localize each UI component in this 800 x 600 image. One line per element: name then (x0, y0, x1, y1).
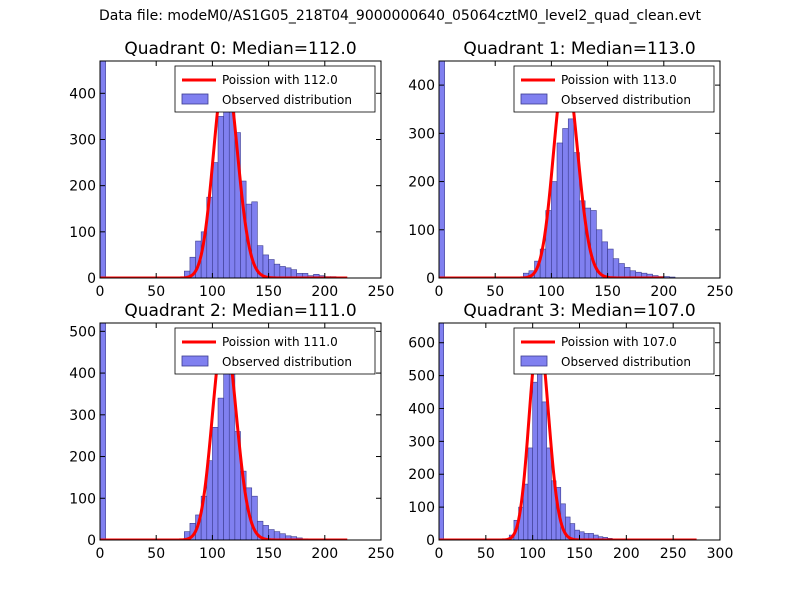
histogram-bar (537, 365, 543, 540)
legend-box (513, 65, 715, 113)
x-tick-label: 150 (255, 546, 282, 562)
legend-label-poisson: Poission with 112.0 (222, 73, 338, 87)
histogram-bar (439, 323, 444, 540)
x-tick-label: 100 (199, 284, 226, 300)
x-tick-label: 0 (435, 284, 444, 300)
chart-title: Quadrant 2: Median=111.0 (124, 301, 356, 321)
histogram-bar (532, 381, 538, 540)
x-tick-label: 150 (255, 284, 282, 300)
x-tick-label: 100 (538, 284, 565, 300)
y-tick-label: 400 (69, 86, 96, 102)
chart-title: Quadrant 1: Median=113.0 (463, 39, 695, 59)
plot-data-group (439, 61, 676, 278)
histogram-bar (527, 447, 533, 540)
y-tick-label: 300 (408, 126, 435, 142)
y-tick-label: 600 (408, 336, 435, 352)
poisson-curve (439, 333, 698, 540)
y-tick-label: 400 (408, 401, 435, 417)
y-tick-label: 200 (408, 467, 435, 483)
x-tick-label: 0 (96, 546, 105, 562)
x-tick-label: 150 (594, 284, 621, 300)
x-tick-label: 0 (96, 284, 105, 300)
y-tick-label: 0 (426, 533, 435, 549)
x-tick-label: 200 (311, 546, 338, 562)
legend-label-observed: Observed distribution (561, 93, 691, 107)
x-tick-label: 100 (199, 546, 226, 562)
x-tick-label: 250 (368, 284, 395, 300)
histogram-bar (100, 61, 106, 278)
legend-label-observed: Observed distribution (561, 355, 691, 369)
legend-bar-swatch (520, 355, 548, 367)
y-tick-label: 200 (69, 179, 96, 195)
plot-data-group (439, 323, 698, 540)
chart-title: Quadrant 3: Median=107.0 (463, 301, 695, 321)
chart-title: Quadrant 0: Median=112.0 (124, 39, 356, 59)
y-tick-label: 100 (408, 500, 435, 516)
y-tick-label: 100 (408, 223, 435, 239)
x-tick-label: 150 (566, 546, 593, 562)
histogram-bar (541, 401, 548, 540)
legend-label-observed: Observed distribution (222, 93, 352, 107)
axes-frame (99, 322, 382, 541)
figure-title: Data file: modeM0/AS1G05_218T04_90000006… (99, 8, 701, 24)
axes-frame (99, 60, 382, 279)
x-tick-label: 300 (707, 546, 734, 562)
x-tick-label: 50 (486, 284, 504, 300)
y-tick-label: 0 (87, 271, 96, 287)
y-tick-label: 100 (69, 225, 96, 241)
y-tick-label: 0 (87, 533, 96, 549)
x-tick-label: 50 (147, 546, 165, 562)
x-tick-label: 50 (477, 546, 495, 562)
poisson-curve (439, 66, 665, 278)
legend-label-poisson: Poission with 113.0 (561, 73, 677, 87)
x-tick-label: 250 (368, 546, 395, 562)
y-tick-label: 300 (69, 132, 96, 148)
legend-label-poisson: Poission with 107.0 (561, 335, 677, 349)
y-tick-label: 500 (69, 324, 96, 340)
x-tick-label: 250 (660, 546, 687, 562)
x-tick-label: 200 (311, 284, 338, 300)
x-tick-label: 0 (435, 546, 444, 562)
y-tick-label: 400 (69, 366, 96, 382)
y-tick-label: 100 (69, 491, 96, 507)
y-tick-label: 300 (69, 408, 96, 424)
y-tick-label: 200 (69, 450, 96, 466)
x-tick-label: 50 (147, 284, 165, 300)
y-tick-label: 300 (408, 434, 435, 450)
x-tick-label: 200 (650, 284, 677, 300)
y-tick-label: 0 (426, 271, 435, 287)
x-tick-label: 100 (519, 546, 546, 562)
legend-bar-swatch (181, 355, 209, 367)
histogram-bar (439, 61, 445, 278)
legend-label-poisson: Poission with 111.0 (222, 335, 338, 349)
histogram-bar (100, 323, 106, 540)
x-tick-label: 250 (707, 284, 734, 300)
histogram-bar (546, 447, 552, 540)
legend-bar-swatch (181, 93, 209, 105)
axes-frame (438, 60, 721, 279)
legend-label-observed: Observed distribution (222, 355, 352, 369)
y-tick-label: 500 (408, 369, 435, 385)
y-tick-label: 400 (408, 78, 435, 94)
legend-bar-swatch (520, 93, 548, 105)
histogram-bar (251, 201, 258, 278)
y-tick-label: 200 (408, 175, 435, 191)
x-tick-label: 200 (613, 546, 640, 562)
